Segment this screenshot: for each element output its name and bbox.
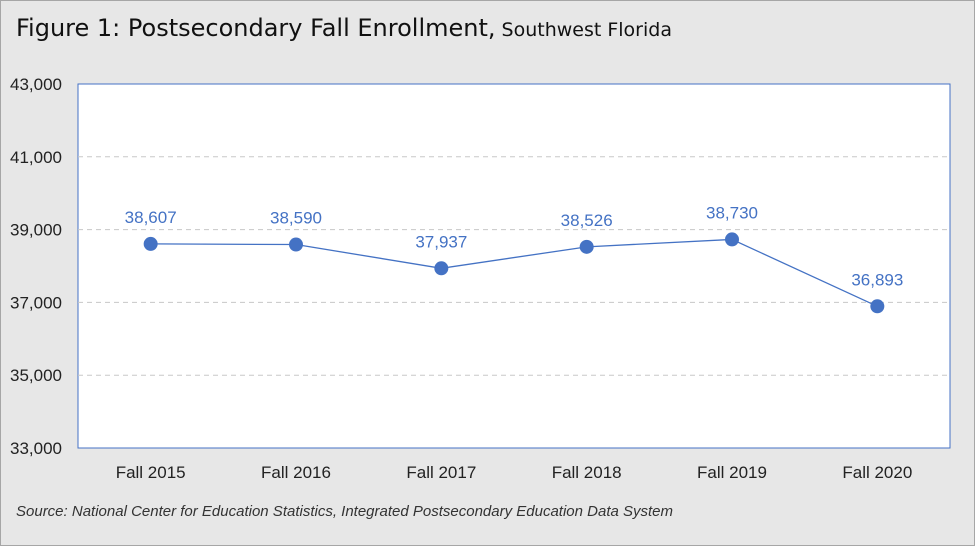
data-point xyxy=(725,232,739,247)
chart-subtitle: Southwest Florida xyxy=(501,19,672,41)
data-labels: 38,607 38,590 37,937 38,526 38,730 36,893 xyxy=(125,203,904,289)
gridlines xyxy=(78,156,950,376)
x-axis: Fall 2015 Fall 2016 Fall 2017 Fall 2018 Fall… xyxy=(116,463,913,482)
y-tick-label: 43,000 xyxy=(10,75,62,94)
x-tick-label: Fall 2018 xyxy=(552,463,622,482)
x-tick-label: Fall 2015 xyxy=(116,463,186,482)
data-point xyxy=(870,299,885,314)
data-points xyxy=(143,232,885,314)
title-text: Figure 1: Postsecondary Fall Enrollment, xyxy=(16,14,496,42)
data-label: 36,893 xyxy=(851,270,903,289)
x-tick-label: Fall 2016 xyxy=(261,463,331,482)
y-tick-label: 39,000 xyxy=(10,221,62,240)
data-point xyxy=(579,239,594,254)
x-tick-label: Fall 2020 xyxy=(842,463,912,482)
data-point xyxy=(289,237,303,252)
x-tick-label: Fall 2017 xyxy=(406,463,476,482)
x-tick-label: Fall 2019 xyxy=(697,463,767,482)
data-point xyxy=(434,261,449,276)
y-tick-label: 37,000 xyxy=(10,293,62,312)
chart-title: Figure 1: Postsecondary Fall Enrollment,… xyxy=(16,14,672,42)
data-label: 38,590 xyxy=(270,209,322,228)
data-label: 37,937 xyxy=(415,232,467,251)
y-tick-label: 33,000 xyxy=(10,439,62,458)
series-line xyxy=(150,238,878,307)
y-tick-label: 41,000 xyxy=(10,148,62,167)
data-label: 38,730 xyxy=(706,203,758,222)
data-label: 38,526 xyxy=(561,211,613,230)
y-tick-label: 35,000 xyxy=(10,366,62,385)
data-label: 38,607 xyxy=(125,208,177,227)
data-point xyxy=(143,236,158,251)
y-axis: 33,000 35,000 37,000 39,000 41,000 43,000 xyxy=(10,75,62,458)
source-note: Source: National Center for Education St… xyxy=(16,503,674,520)
plot-area xyxy=(77,83,951,449)
